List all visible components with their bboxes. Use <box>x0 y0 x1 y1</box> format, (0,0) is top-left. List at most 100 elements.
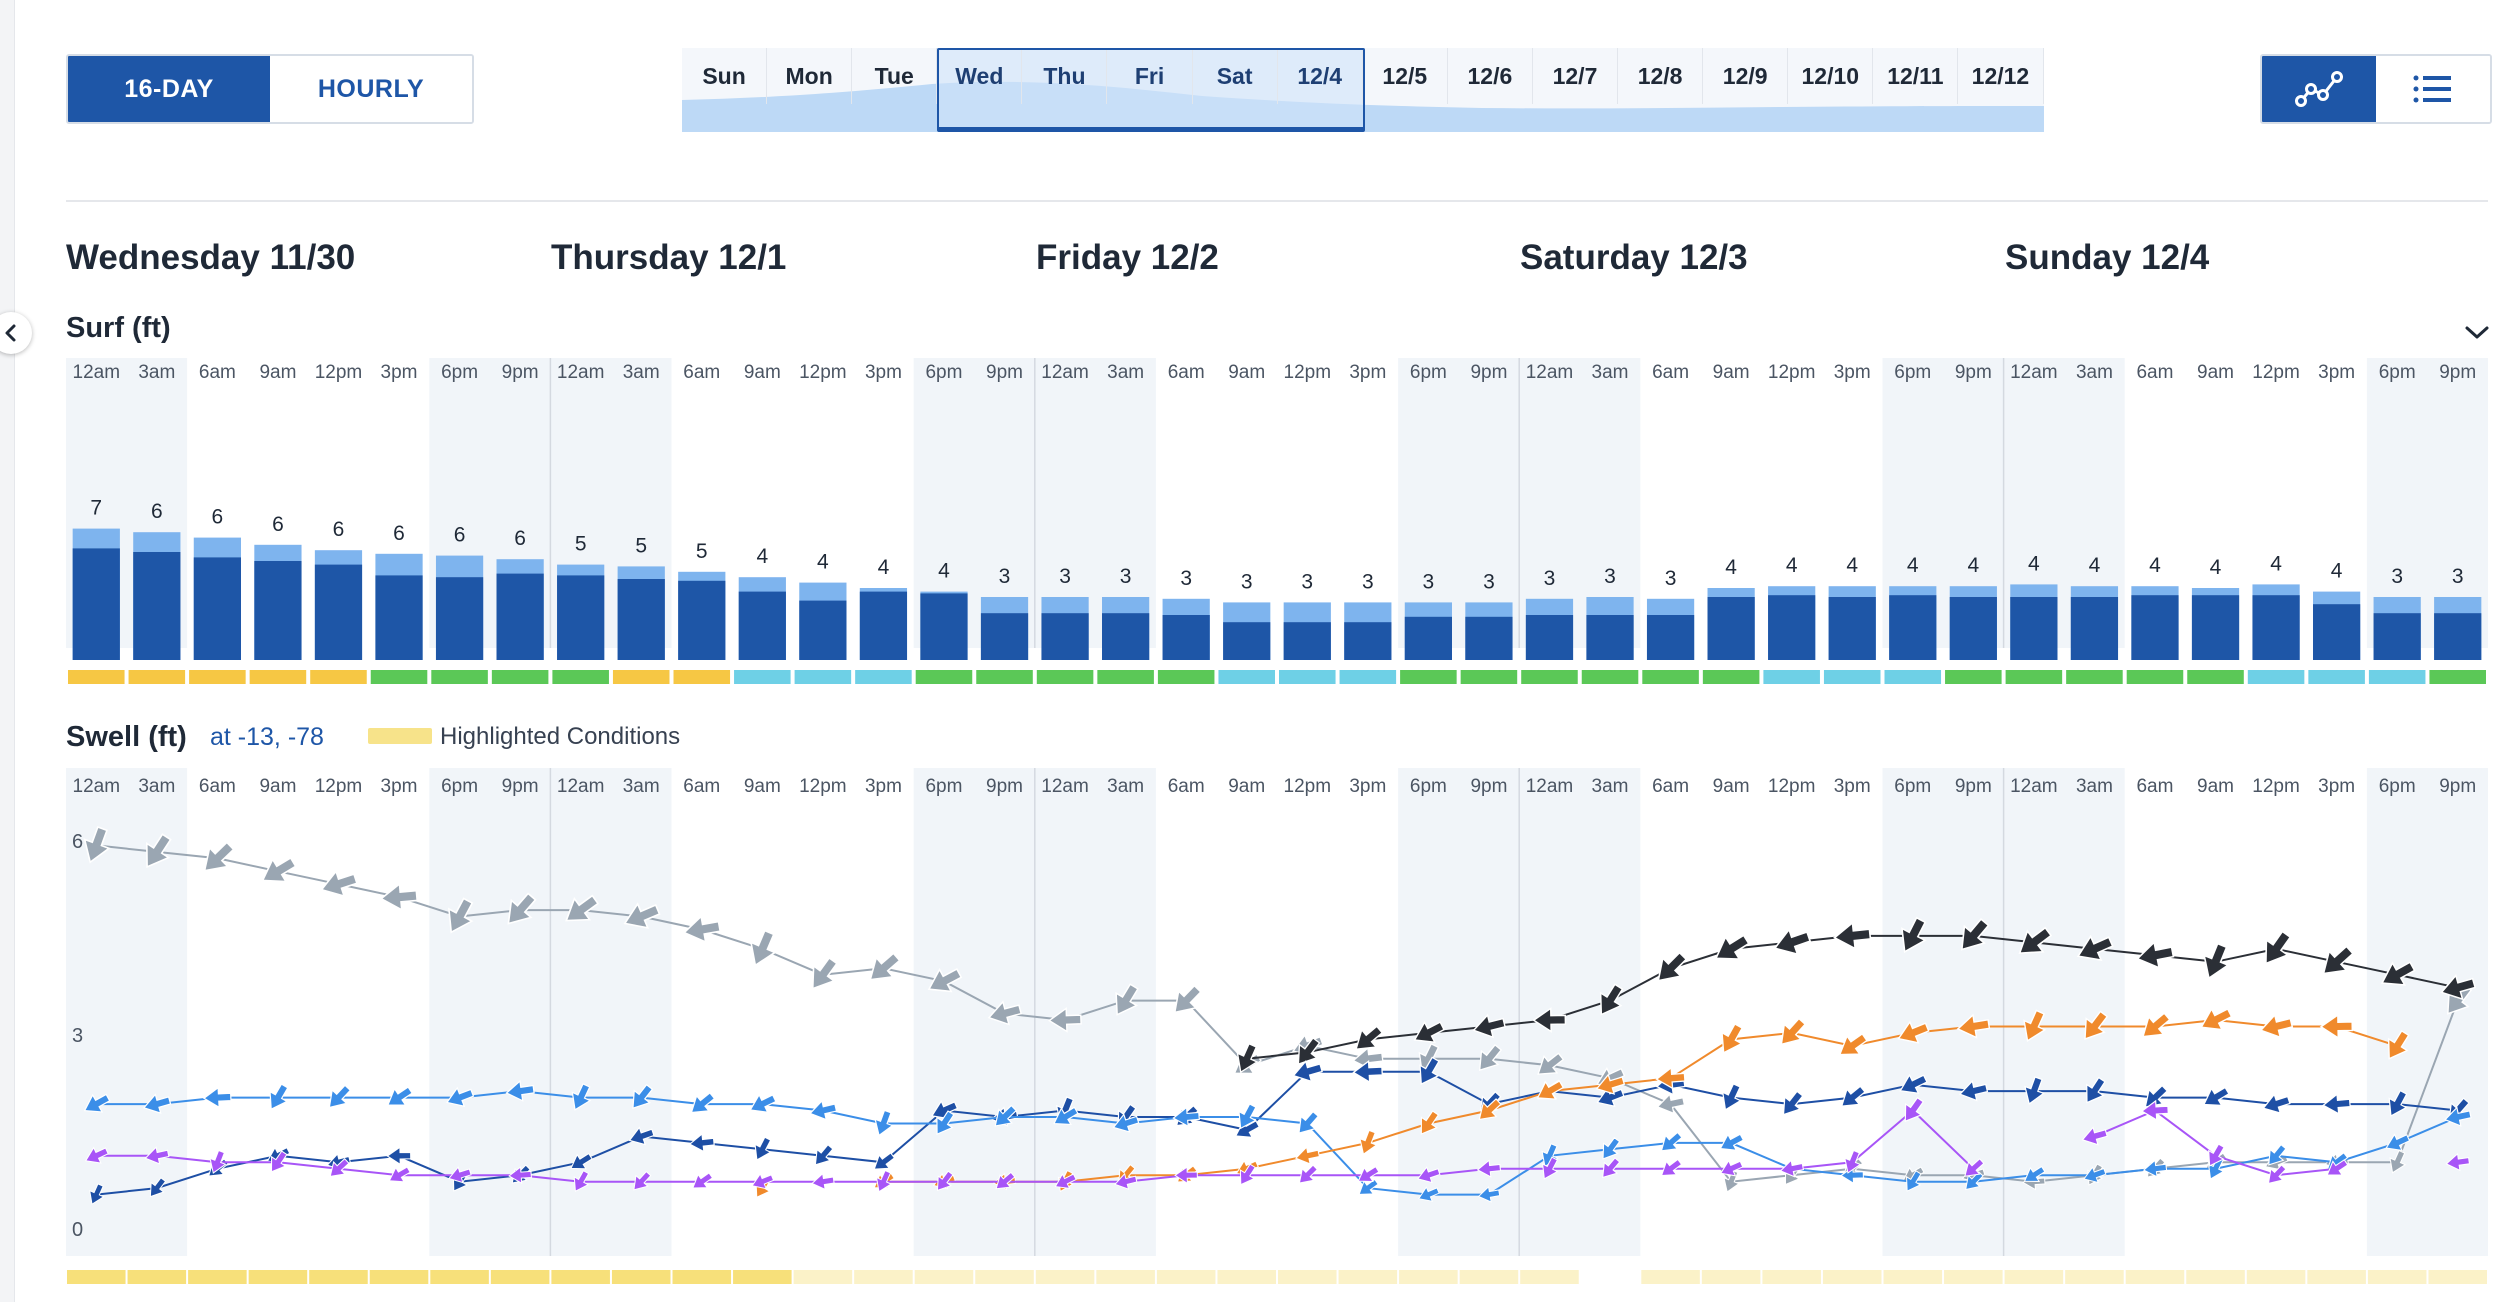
swell-arrow-5-23 <box>1476 1159 1502 1178</box>
surf-bar-4 <box>314 564 363 660</box>
day-strip-0[interactable]: Sun <box>682 48 768 104</box>
day-strip-2[interactable]: Tue <box>852 48 938 104</box>
swell-arrow-2-27 <box>1721 1083 1742 1111</box>
chart-type-toggle <box>2260 54 2492 124</box>
swell-arrow-2-36 <box>2262 1093 2291 1114</box>
swell-arrow-shape-3-11 <box>749 1093 777 1114</box>
day-strip-12[interactable]: 12/9 <box>1703 48 1789 104</box>
chevron-down-icon[interactable] <box>2462 320 2492 344</box>
swell-arrow-shape-5-35 <box>2208 1143 2225 1167</box>
day-strip-13[interactable]: 12/10 <box>1788 48 1874 104</box>
day-strip-15[interactable]: 12/12 <box>1958 48 2044 104</box>
day-strip-5[interactable]: Fri <box>1107 48 1193 104</box>
surf-condition-24 <box>1521 670 1578 684</box>
swell-arrow-shape-0-12 <box>811 956 838 990</box>
swell-arrow-shape-3-30 <box>1905 1170 1922 1192</box>
swell-arrow-shape-5-11 <box>751 1172 775 1190</box>
swell-hour-label-32: 12am <box>2010 776 2058 797</box>
swell-arrow-shape-3-39 <box>2444 1106 2472 1127</box>
swell-highlight-2 <box>188 1270 247 1284</box>
day-strip-14[interactable]: 12/11 <box>1873 48 1959 104</box>
swell-arrow-0-0 <box>83 825 111 864</box>
surf-condition-28 <box>1763 670 1820 684</box>
swell-arrow-1-22 <box>1413 1020 1445 1044</box>
swell-hour-label-14: 6pm <box>925 776 962 797</box>
swell-arrow-shape-5-22 <box>1417 1166 1441 1184</box>
surf-hour-label-1: 3am <box>138 362 175 383</box>
swell-arrow-shape-2-11 <box>754 1136 772 1161</box>
swell-arrow-5-9 <box>633 1170 652 1191</box>
swell-arrow-shape-3-2 <box>202 1086 232 1109</box>
swell-arrow-shape-3-33 <box>2083 1166 2107 1184</box>
swell-arrow-shape-5-17 <box>1114 1172 1138 1190</box>
swell-arrow-shape-1-23 <box>1472 1013 1506 1039</box>
swell-arrow-shape-2-9 <box>628 1126 655 1146</box>
view-hourly-button[interactable]: HOURLY <box>270 56 472 122</box>
day-strip-8[interactable]: 12/5 <box>1363 48 1448 104</box>
swell-arrow-shape-0-23 <box>1478 1043 1503 1072</box>
surf-bar-label-19: 3 <box>1241 570 1253 593</box>
surf-condition-19 <box>1218 670 1275 684</box>
swell-arrow-shape-4-29 <box>1838 1032 1868 1056</box>
swell-arrow-shape-5-18 <box>1174 1166 1198 1185</box>
day-strip-11[interactable]: 12/8 <box>1618 48 1704 104</box>
swell-arrow-shape-3-12 <box>809 1099 838 1121</box>
surf-bar-0 <box>72 548 120 660</box>
list-view-button[interactable] <box>2376 56 2490 122</box>
surf-hour-label-14: 6pm <box>925 362 962 383</box>
surf-bar-33 <box>2070 597 2119 660</box>
graph-view-button[interactable] <box>2262 56 2376 122</box>
swell-arrow-shape-3-32 <box>2023 1165 2046 1182</box>
surf-bar-label-21: 3 <box>1362 570 1374 593</box>
swell-arrow-0-16 <box>1047 1007 1082 1033</box>
swell-highlight-24 <box>1520 1270 1579 1284</box>
swell-hour-label-9: 3am <box>623 776 660 797</box>
surf-night-band-2-1 <box>1398 358 1520 648</box>
surf-condition-4 <box>310 670 367 684</box>
day-strip-9[interactable]: 12/6 <box>1448 48 1533 104</box>
swell-arrow-shape-0-3 <box>261 856 297 883</box>
surf-bar-2 <box>193 557 241 660</box>
surf-condition-23 <box>1460 670 1518 684</box>
swell-arrow-shape-1-21 <box>1355 1025 1384 1051</box>
swell-arrow-shape-0-24 <box>1537 1052 1565 1075</box>
surf-bar-21 <box>1344 622 1392 660</box>
surf-bar-12 <box>799 600 847 660</box>
day-strip-10[interactable]: 12/7 <box>1533 48 1619 104</box>
swell-arrow-shape-2-13 <box>873 1152 896 1170</box>
surf-bar-30 <box>1889 595 1937 660</box>
surf-condition-38 <box>2368 670 2426 684</box>
surf-bar-24 <box>1525 615 1574 660</box>
swell-highlight-33 <box>2065 1270 2124 1284</box>
swell-arrow-2-0 <box>89 1183 105 1205</box>
surf-condition-2 <box>189 670 246 684</box>
sidebar-collapse-button[interactable] <box>0 312 32 354</box>
day-strip-6[interactable]: Sat <box>1193 48 1278 104</box>
swell-arrow-shape-3-9 <box>632 1083 654 1110</box>
surf-condition-15 <box>976 670 1033 684</box>
swell-arrow-shape-4-26 <box>1655 1066 1686 1090</box>
swell-arrow-5-37 <box>2326 1159 2349 1176</box>
day-range-selector[interactable]: Sun Mon Tue Wed Thu Fri Sat 12/4 12/5 12/6 12/7 12/… <box>682 48 2044 132</box>
surf-bar-20 <box>1283 622 1331 660</box>
swell-arrow-shape-4-25 <box>1595 1073 1626 1095</box>
day-strip-1[interactable]: Mon <box>767 48 853 104</box>
swell-arrow-5-2 <box>209 1149 227 1174</box>
swell-arrow-shape-2-8 <box>570 1152 593 1170</box>
day-strip-3[interactable]: Wed <box>937 48 1023 104</box>
swell-highlight-34 <box>2125 1270 2185 1284</box>
surf-bar-label-25: 3 <box>1604 565 1616 588</box>
swell-night-band-4-0 <box>2003 768 2125 1256</box>
view-16-day-button[interactable]: 16-DAY <box>68 56 270 122</box>
day-strip-7[interactable]: 12/4 <box>1278 48 1363 104</box>
swell-arrow-4-32 <box>2023 1009 2047 1042</box>
swell-arrow-4-35 <box>2200 1007 2233 1031</box>
swell-arrow-0-4 <box>320 869 358 898</box>
surf-condition-10 <box>673 670 731 684</box>
swell-hour-label-28: 12pm <box>1768 776 1816 797</box>
swell-arrow-shape-4-38 <box>2387 1029 2410 1060</box>
swell-highlight-37 <box>2307 1270 2366 1284</box>
day-strip-4[interactable]: Thu <box>1022 48 1108 104</box>
swell-arrow-1-27 <box>1714 934 1750 960</box>
swell-series-4-line <box>883 1018 2398 1183</box>
